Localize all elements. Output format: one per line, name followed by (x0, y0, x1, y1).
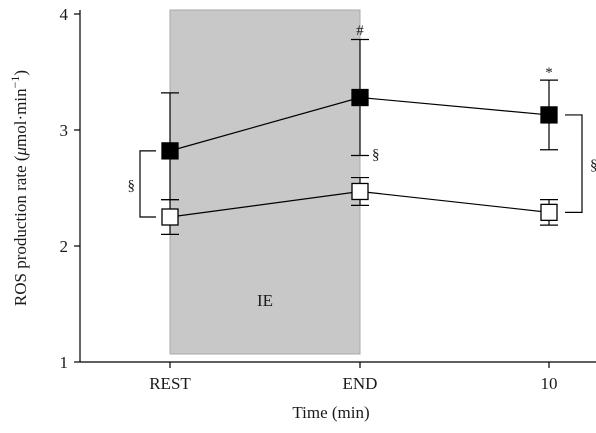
bracket-label: § (128, 178, 136, 194)
y-axis-label-exponent: −1 (8, 76, 22, 89)
y-axis-label-prefix: ROS production rate ( (11, 155, 30, 306)
x-axis-label: Time (min) (292, 403, 369, 422)
annotation-layer: # * § § § (128, 23, 596, 218)
bracket-line (565, 114, 583, 213)
x-tick-label: 10 (541, 374, 558, 393)
significance-bracket: § (128, 150, 156, 218)
significance-marker: # (356, 23, 364, 39)
y-tick-label: 3 (60, 121, 69, 140)
significance-marker: § (372, 147, 380, 163)
shaded-region-label: IE (257, 291, 273, 310)
tick-layer: 1 2 3 4 REST END 10 (60, 5, 558, 393)
y-tick-label: 4 (60, 5, 69, 24)
x-tick-label: REST (149, 374, 191, 393)
open-square-marker (161, 208, 179, 226)
significance-marker: * (545, 65, 553, 81)
x-tick-label: END (343, 374, 378, 393)
bracket-line (139, 150, 156, 218)
filled-square-marker (161, 142, 179, 160)
y-tick-label: 1 (60, 353, 69, 372)
filled-square-marker (540, 106, 558, 124)
open-square-marker (351, 182, 369, 201)
y-axis-label-mu: μ (11, 147, 30, 157)
filled-square-marker (351, 88, 369, 107)
y-axis-label: ROS production rate (μmol·min−1) (8, 70, 30, 306)
open-square-marker (540, 203, 558, 222)
series-open (161, 176, 558, 235)
y-tick-label: 2 (60, 237, 69, 256)
shaded-region-layer: IE (169, 9, 361, 355)
axes (79, 10, 596, 363)
y-axis-label-unit: mol·min (11, 88, 30, 147)
y-axis-label-suffix: ) (11, 70, 30, 76)
bracket-label: § (590, 158, 596, 174)
shaded-region (169, 9, 361, 355)
significance-bracket: § (565, 114, 596, 213)
series-layer (161, 38, 558, 235)
